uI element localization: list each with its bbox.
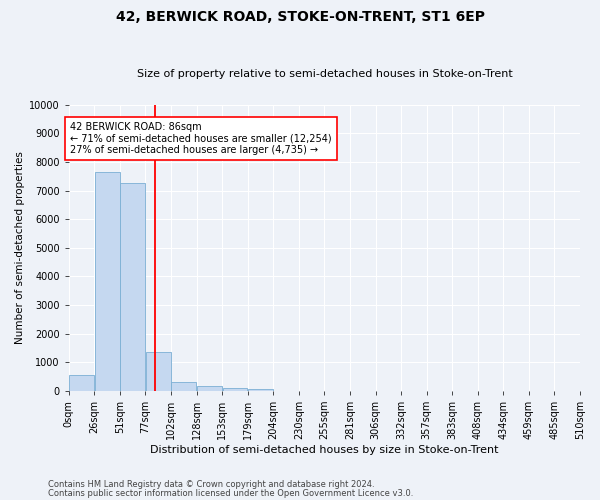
Bar: [223, 388, 247, 391]
Text: Contains public sector information licensed under the Open Government Licence v3: Contains public sector information licen…: [48, 489, 413, 498]
Bar: [197, 386, 222, 391]
Bar: [69, 375, 94, 391]
Title: Size of property relative to semi-detached houses in Stoke-on-Trent: Size of property relative to semi-detach…: [137, 69, 512, 79]
Text: 42, BERWICK ROAD, STOKE-ON-TRENT, ST1 6EP: 42, BERWICK ROAD, STOKE-ON-TRENT, ST1 6E…: [115, 10, 485, 24]
Bar: [146, 352, 170, 391]
Bar: [121, 183, 145, 391]
Bar: [248, 388, 273, 391]
Bar: [172, 382, 196, 391]
X-axis label: Distribution of semi-detached houses by size in Stoke-on-Trent: Distribution of semi-detached houses by …: [150, 445, 499, 455]
Text: Contains HM Land Registry data © Crown copyright and database right 2024.: Contains HM Land Registry data © Crown c…: [48, 480, 374, 489]
Y-axis label: Number of semi-detached properties: Number of semi-detached properties: [15, 152, 25, 344]
Text: 42 BERWICK ROAD: 86sqm
← 71% of semi-detached houses are smaller (12,254)
27% of: 42 BERWICK ROAD: 86sqm ← 71% of semi-det…: [70, 122, 332, 155]
Bar: [95, 172, 119, 391]
